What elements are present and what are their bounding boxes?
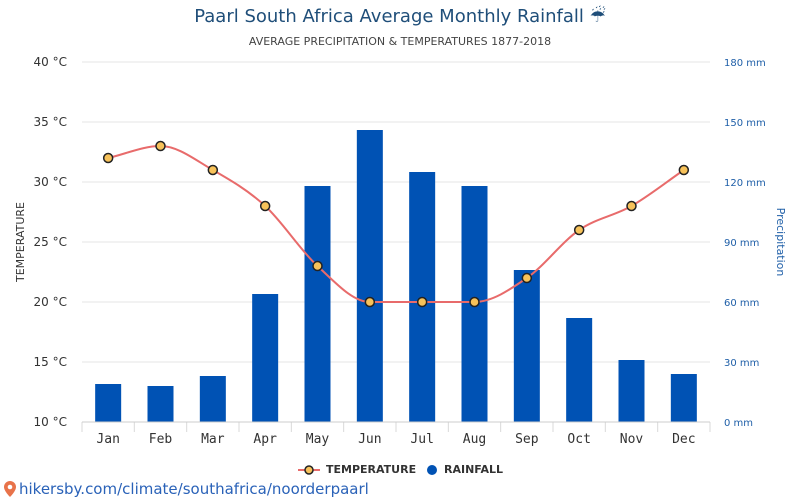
y-tick-left: 35 °C xyxy=(34,115,67,129)
location-pin-icon xyxy=(4,481,16,497)
rainfall-bar xyxy=(566,318,593,422)
rainfall-bar xyxy=(199,376,226,422)
temperature-line xyxy=(102,140,690,308)
legend-rainfall[interactable]: RAINFALL xyxy=(426,463,503,476)
temperature-point xyxy=(207,164,219,176)
y-tick-left: 20 °C xyxy=(34,295,67,309)
legend-temperature-label: TEMPERATURE xyxy=(326,463,417,476)
y-tick-left: 25 °C xyxy=(34,235,67,249)
grid-lines xyxy=(81,61,711,432)
temperature-point xyxy=(259,200,271,212)
temperature-point xyxy=(573,224,585,236)
temperature-point xyxy=(626,200,637,212)
source-link[interactable]: hikersby.com/climate/southafrica/noorder… xyxy=(4,480,369,498)
y-tick-left: 15 °C xyxy=(34,355,67,369)
rainfall-bar xyxy=(356,130,383,422)
y-tick-right: 180 mm xyxy=(724,58,766,69)
temperature-point xyxy=(416,296,428,308)
x-tick-label: Jul xyxy=(410,432,433,447)
y-tick-right: 150 mm xyxy=(724,118,766,129)
legend-temperature[interactable]: TEMPERATURE xyxy=(298,463,416,476)
y-tick-left: 30 °C xyxy=(34,175,67,189)
y-tick-right: 120 mm xyxy=(724,178,766,189)
rainfall-bars xyxy=(95,130,697,422)
chart-title: Paarl South Africa Average Monthly Rainf… xyxy=(0,6,800,27)
temperature-point xyxy=(364,296,376,308)
y-tick-right: 0 mm xyxy=(724,418,753,429)
temperature-line-path xyxy=(107,144,685,303)
y-tick-right: 30 mm xyxy=(724,358,759,369)
legend-rainfall-label: RAINFALL xyxy=(444,463,504,476)
x-tick-label: Feb xyxy=(149,432,173,447)
x-tick-label: Dec xyxy=(672,432,695,447)
y-axis-title-left: TEMPERATURE xyxy=(14,202,27,283)
rainfall-bar xyxy=(147,386,174,422)
temperature-point xyxy=(102,152,114,164)
x-tick-label: Jun xyxy=(358,432,381,447)
x-tick-label: May xyxy=(306,432,330,447)
legend-rainfall-icon xyxy=(427,464,437,475)
legend-temperature-icon xyxy=(298,464,320,475)
rainfall-bar xyxy=(304,186,331,422)
rainfall-bar xyxy=(618,360,645,422)
rainfall-bar xyxy=(252,294,279,422)
y-tick-right: 60 mm xyxy=(724,298,759,309)
temperature-point xyxy=(312,260,323,272)
x-tick-label: Sep xyxy=(515,432,539,447)
x-tick-label: Apr xyxy=(253,432,277,447)
chart-title-text: Paarl South Africa Average Monthly Rainf… xyxy=(194,6,584,27)
rainfall-bar xyxy=(95,384,122,422)
x-tick-label: Nov xyxy=(620,432,644,447)
y-tick-left: 10 °C xyxy=(34,415,67,429)
y-tick-left: 40 °C xyxy=(34,55,67,69)
y-axis-title-right: Precipitation xyxy=(774,208,787,277)
x-tick-label: Oct xyxy=(567,432,590,447)
x-tick-label: Mar xyxy=(201,432,225,447)
temperature-point xyxy=(469,296,480,308)
axes: 10 °C 15 °C 20 °C 25 °C 30 °C 35 °C 40 °C 0 mm 3… xyxy=(14,55,787,447)
x-tick-label: Jan xyxy=(96,432,119,447)
temperature-point xyxy=(521,272,533,284)
y-tick-right: 90 mm xyxy=(724,238,759,249)
temperature-point xyxy=(155,140,166,152)
temperature-point xyxy=(678,164,690,176)
umbrella-rain-icon: ☔ xyxy=(589,6,606,27)
rainfall-bar xyxy=(513,270,540,422)
chart-subtitle: AVERAGE PRECIPITATION & TEMPERATURES 187… xyxy=(248,35,552,48)
rainfall-bar xyxy=(670,374,697,422)
x-tick-label: Aug xyxy=(463,432,486,447)
source-url: hikersby.com/climate/southafrica/noorder… xyxy=(19,480,369,498)
